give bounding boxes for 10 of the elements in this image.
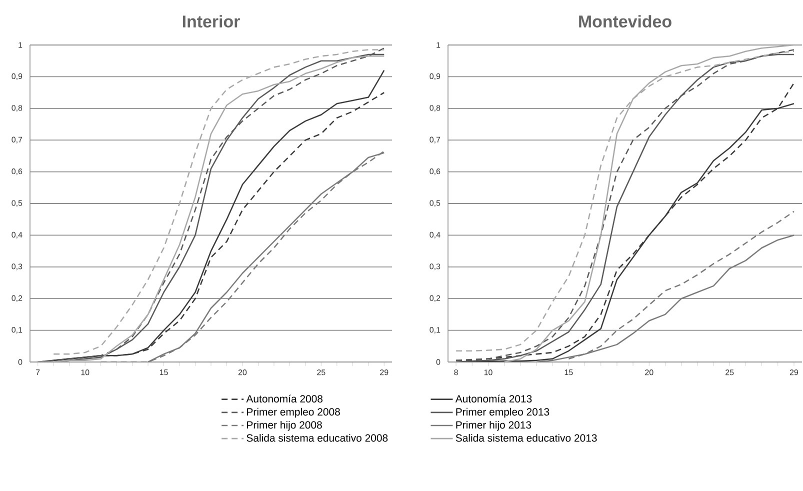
legend-label: Primer hijo 2008	[247, 420, 322, 431]
legend-label: Salida sistema educativo 2013	[456, 434, 597, 442]
legend-label: Autonomía 2008	[246, 394, 323, 403]
legend-label: Primer empleo 2008	[247, 408, 340, 418]
legend-label: Salida sistema educativo 2008	[246, 434, 388, 442]
chart-title: Montevideo	[579, 15, 672, 28]
chart-title: Interior	[182, 15, 240, 28]
legend-label: Primer empleo 2013	[456, 408, 550, 418]
legend-label: Primer hijo 2013	[456, 420, 532, 431]
legend-label: Autonomía 2013	[455, 394, 532, 403]
